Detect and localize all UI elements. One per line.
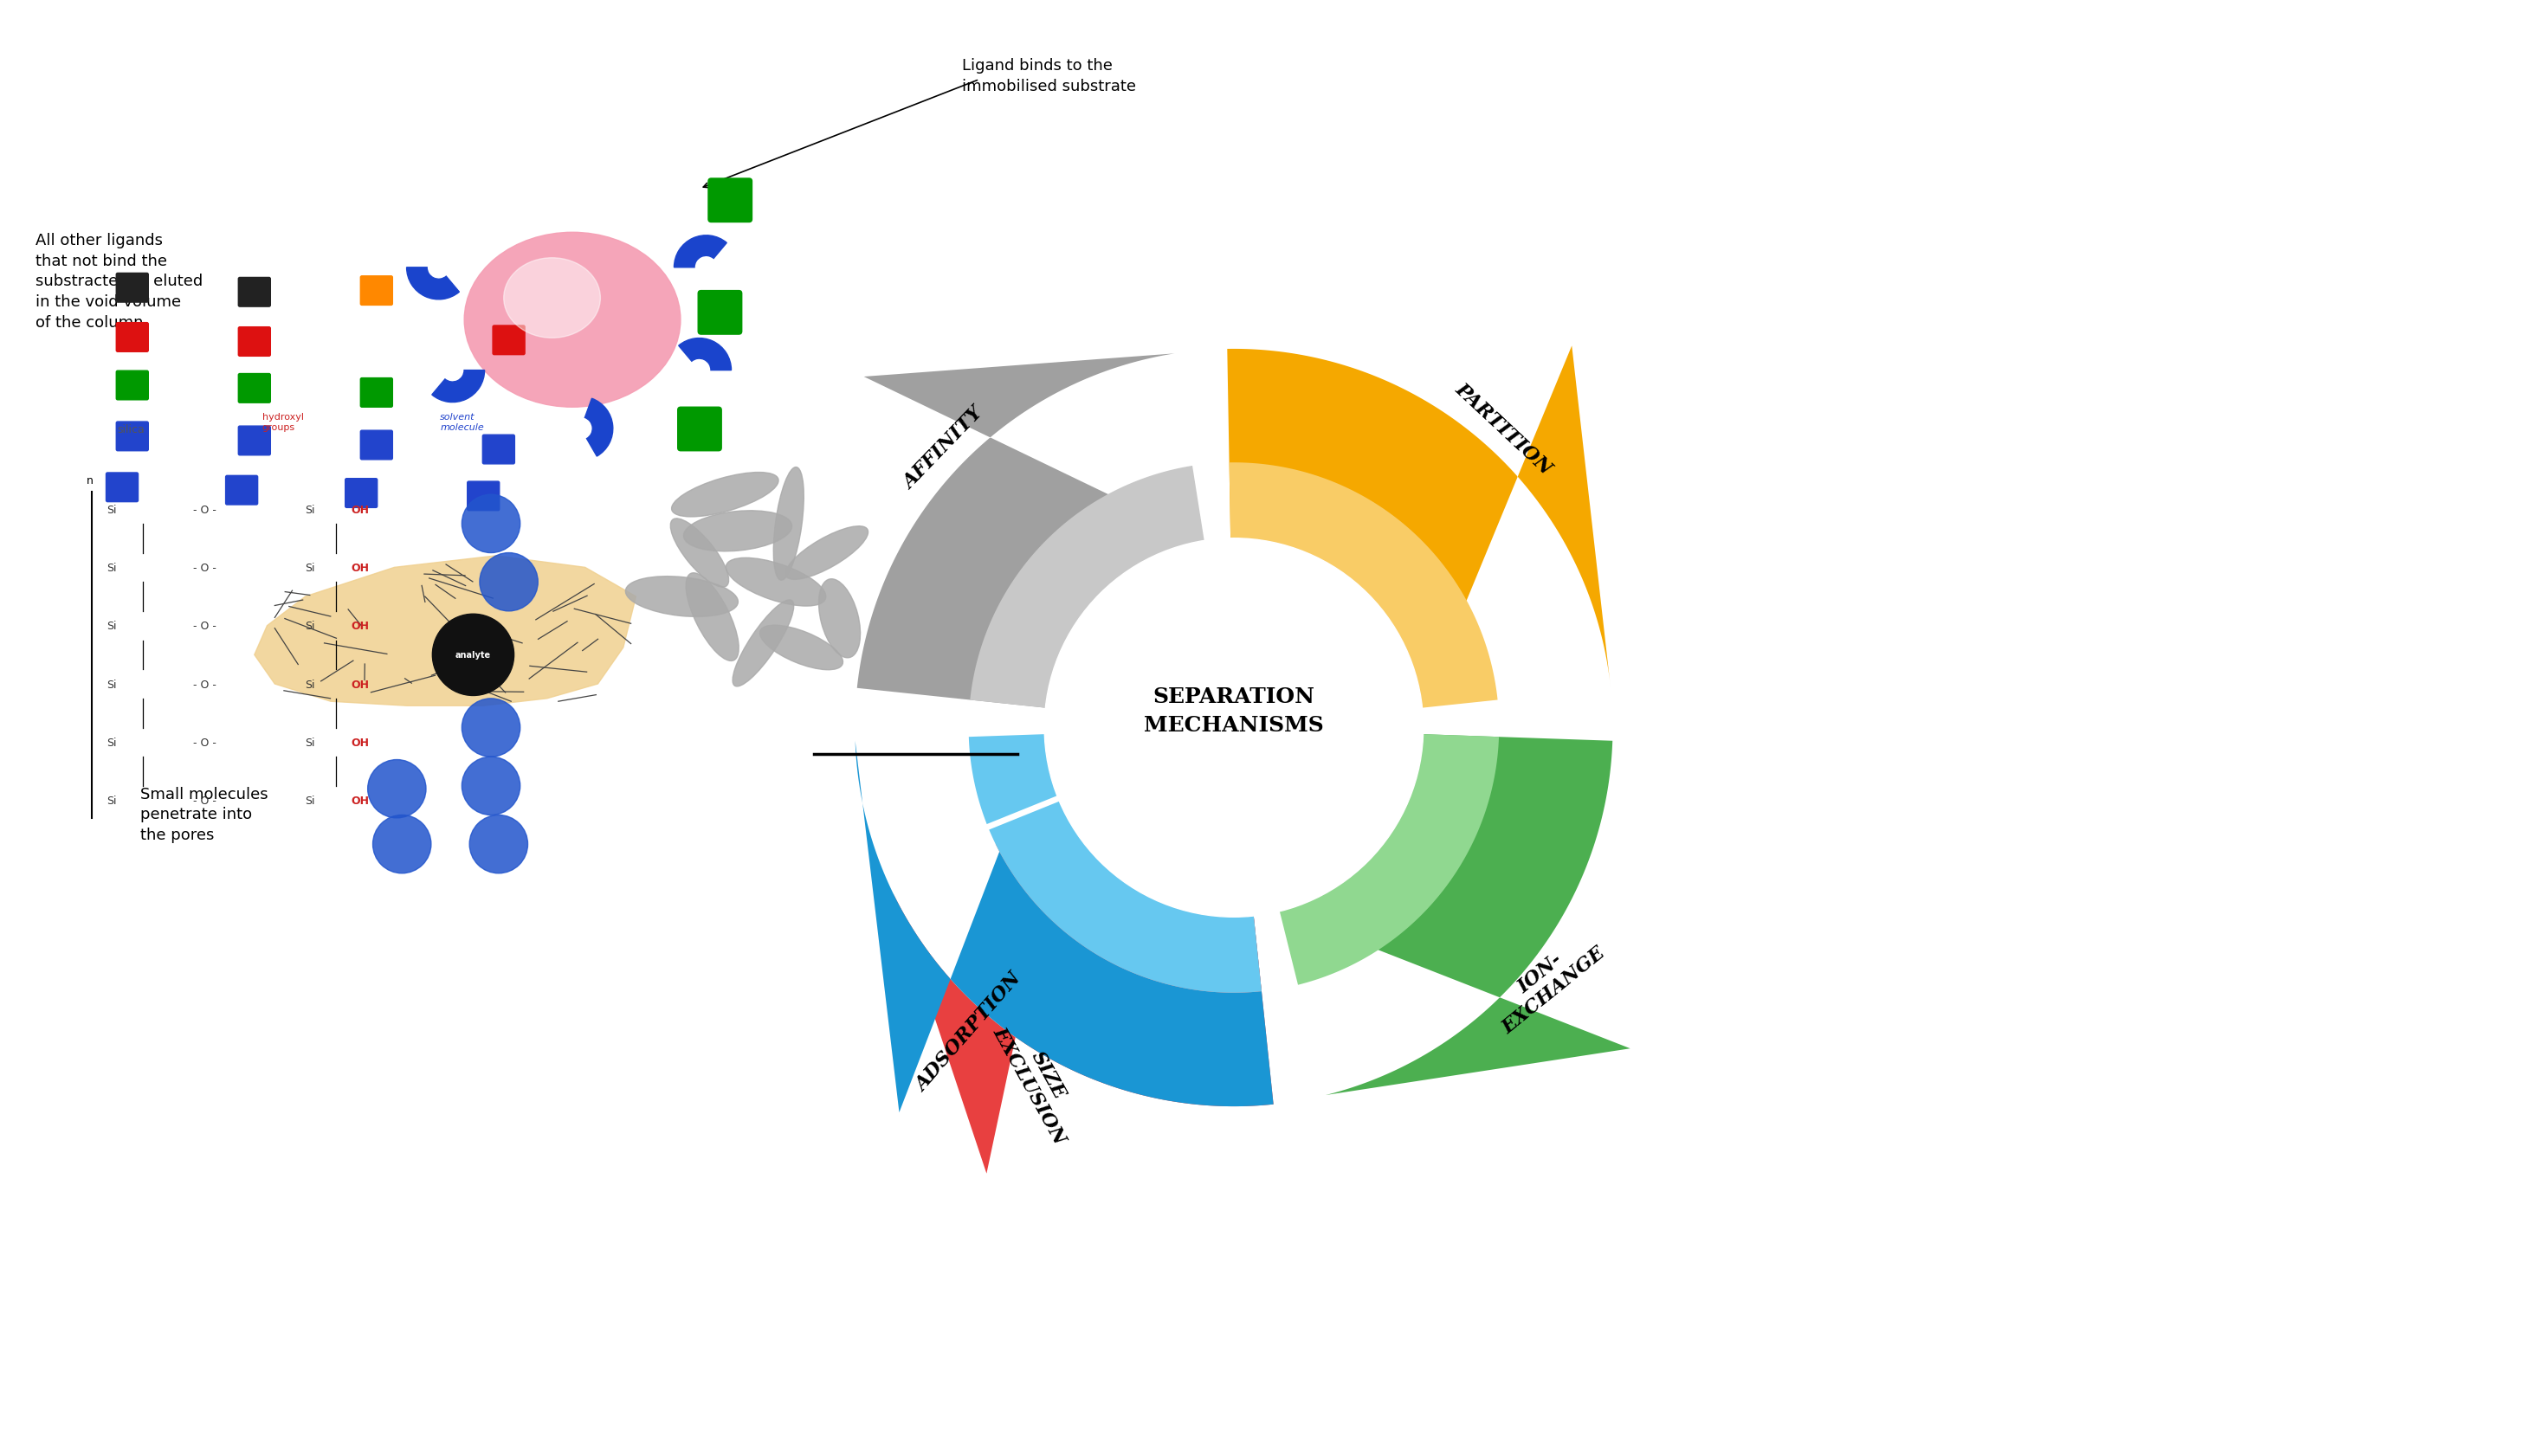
Text: OH: OH — [351, 562, 369, 574]
Polygon shape — [1226, 347, 1610, 708]
Text: - O -: - O - — [193, 504, 216, 515]
Polygon shape — [969, 466, 1203, 708]
Text: PARTITION: PARTITION — [1453, 379, 1554, 478]
Ellipse shape — [684, 511, 791, 552]
Text: OH: OH — [351, 795, 369, 807]
Text: OH: OH — [351, 620, 369, 632]
FancyBboxPatch shape — [117, 323, 148, 352]
Text: Si: Si — [107, 504, 117, 515]
Text: Si: Si — [107, 620, 117, 632]
Text: Si: Si — [305, 795, 315, 807]
Text: Small molecules
penetrate into
the pores: Small molecules penetrate into the pores — [140, 786, 267, 843]
Ellipse shape — [733, 600, 794, 687]
Text: OH: OH — [351, 678, 369, 690]
FancyBboxPatch shape — [239, 427, 270, 456]
Text: SEPARATION
MECHANISMS: SEPARATION MECHANISMS — [1145, 686, 1323, 735]
Ellipse shape — [672, 518, 728, 588]
Text: Large molecules
are excluded: Large molecules are excluded — [1038, 743, 1165, 779]
Ellipse shape — [672, 473, 778, 517]
Circle shape — [1046, 539, 1422, 917]
Circle shape — [481, 553, 537, 612]
FancyBboxPatch shape — [361, 431, 392, 460]
Text: solvent
molecule: solvent molecule — [440, 414, 483, 431]
FancyBboxPatch shape — [107, 473, 137, 502]
Text: n: n — [86, 475, 94, 486]
FancyBboxPatch shape — [239, 374, 270, 403]
Text: analyte: analyte — [455, 651, 491, 660]
Text: SIZE
EXCLUSION: SIZE EXCLUSION — [990, 1013, 1089, 1147]
FancyBboxPatch shape — [239, 278, 270, 307]
Text: ION-
EXCHANGE: ION- EXCHANGE — [1486, 926, 1610, 1037]
Text: Si: Si — [107, 795, 117, 807]
Circle shape — [369, 760, 425, 818]
Ellipse shape — [819, 579, 860, 658]
Ellipse shape — [773, 467, 804, 581]
Text: - O -: - O - — [193, 620, 216, 632]
Text: Si: Si — [305, 678, 315, 690]
Text: Si: Si — [107, 678, 117, 690]
FancyBboxPatch shape — [483, 435, 514, 464]
Circle shape — [463, 757, 519, 815]
Polygon shape — [969, 735, 1262, 993]
Circle shape — [471, 815, 527, 874]
FancyBboxPatch shape — [117, 371, 148, 400]
Wedge shape — [679, 339, 730, 371]
Polygon shape — [893, 811, 1275, 1174]
Wedge shape — [407, 268, 460, 300]
Text: - O -: - O - — [193, 678, 216, 690]
Text: OH: OH — [351, 504, 369, 515]
Circle shape — [374, 815, 430, 874]
Ellipse shape — [626, 577, 738, 617]
Text: OH: OH — [351, 737, 369, 748]
Text: - O -: - O - — [193, 737, 216, 748]
FancyBboxPatch shape — [239, 328, 270, 357]
FancyBboxPatch shape — [117, 274, 148, 303]
Text: ADSORPTION: ADSORPTION — [913, 968, 1025, 1095]
Polygon shape — [254, 556, 636, 706]
Wedge shape — [432, 371, 483, 403]
Ellipse shape — [725, 558, 827, 607]
Text: - O -: - O - — [193, 795, 216, 807]
FancyBboxPatch shape — [707, 179, 753, 223]
Polygon shape — [1280, 735, 1631, 1095]
Ellipse shape — [687, 574, 738, 661]
Text: Si: Si — [305, 562, 315, 574]
FancyBboxPatch shape — [226, 476, 257, 505]
Ellipse shape — [463, 233, 679, 408]
Ellipse shape — [504, 259, 600, 339]
Polygon shape — [1280, 735, 1498, 986]
Text: Si: Si — [305, 504, 315, 515]
FancyBboxPatch shape — [697, 291, 743, 335]
Polygon shape — [857, 354, 1203, 708]
FancyBboxPatch shape — [361, 277, 392, 306]
Text: Si: Si — [305, 737, 315, 748]
Text: silica: silica — [117, 424, 145, 435]
Text: hydroxyl
groups: hydroxyl groups — [262, 414, 303, 431]
Text: Si: Si — [305, 620, 315, 632]
Ellipse shape — [786, 527, 868, 579]
Text: Si: Si — [107, 737, 117, 748]
Text: All other ligands
that not bind the
substracte are eluted
in the void volume
of : All other ligands that not bind the subs… — [36, 233, 204, 331]
Polygon shape — [995, 811, 1262, 993]
Polygon shape — [855, 735, 1275, 1112]
Ellipse shape — [761, 626, 842, 670]
Text: Ligand binds to the
immobilised substrate: Ligand binds to the immobilised substrat… — [962, 58, 1135, 95]
Polygon shape — [1229, 463, 1498, 708]
Circle shape — [432, 614, 514, 696]
FancyBboxPatch shape — [361, 379, 392, 408]
Circle shape — [463, 495, 519, 553]
Text: AFFINITY: AFFINITY — [901, 403, 987, 494]
FancyBboxPatch shape — [677, 408, 722, 451]
FancyBboxPatch shape — [346, 479, 377, 508]
Wedge shape — [674, 236, 728, 268]
Circle shape — [463, 699, 519, 757]
FancyBboxPatch shape — [117, 422, 148, 451]
FancyBboxPatch shape — [468, 482, 499, 511]
Text: - O -: - O - — [193, 562, 216, 574]
Text: Si: Si — [107, 562, 117, 574]
Wedge shape — [585, 399, 613, 457]
FancyBboxPatch shape — [494, 326, 524, 355]
